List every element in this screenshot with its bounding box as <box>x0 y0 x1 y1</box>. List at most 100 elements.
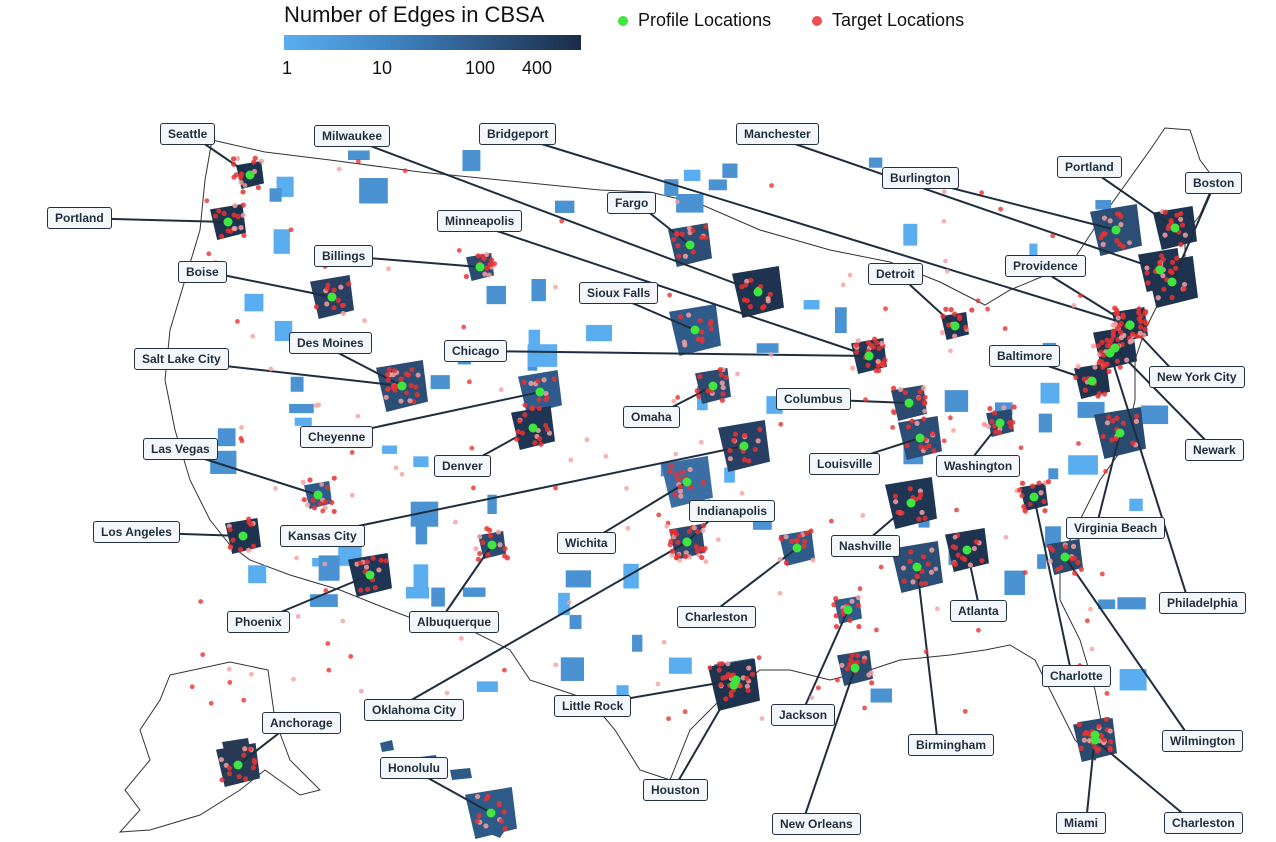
target-point <box>383 558 389 564</box>
target-point <box>752 446 758 453</box>
target-point <box>240 202 246 208</box>
target-point <box>850 365 856 371</box>
target-point <box>953 545 959 551</box>
target-point <box>677 488 684 494</box>
legend-profile-item: Profile Locations <box>618 10 771 31</box>
target-point <box>682 253 689 259</box>
target-point <box>218 233 225 239</box>
target-point <box>907 558 913 565</box>
profile-point <box>1125 320 1135 330</box>
target-point <box>1178 216 1184 222</box>
target-point <box>746 665 752 671</box>
target-point <box>992 429 998 435</box>
target-point <box>955 552 961 558</box>
target-point <box>735 371 740 377</box>
target-point <box>987 405 993 412</box>
target-point <box>931 447 937 454</box>
target-point <box>674 231 680 238</box>
profile-point <box>1029 492 1039 502</box>
target-point <box>358 587 364 593</box>
city-label: Salt Lake City <box>134 348 229 370</box>
target-point <box>251 159 257 165</box>
county-fill <box>413 456 429 468</box>
target-point <box>719 380 725 386</box>
target-point <box>227 680 233 685</box>
target-point <box>403 371 410 377</box>
target-point <box>235 319 240 324</box>
county-fill <box>318 555 340 581</box>
target-point <box>1045 479 1052 485</box>
target-point <box>1179 222 1186 228</box>
target-point <box>291 676 296 682</box>
target-point <box>718 372 724 378</box>
profile-point <box>238 531 248 541</box>
target-point <box>909 418 915 424</box>
target-point <box>797 533 803 539</box>
target-point <box>372 585 378 591</box>
target-point <box>901 578 907 584</box>
target-point <box>258 158 265 164</box>
target-point <box>469 445 475 451</box>
target-point <box>695 336 701 342</box>
target-point <box>1088 606 1093 612</box>
target-point <box>1072 570 1078 576</box>
callout-line <box>508 133 1131 326</box>
target-point <box>979 190 985 196</box>
target-point <box>756 655 762 661</box>
county-fill <box>1004 570 1025 596</box>
target-point <box>694 548 701 554</box>
target-point <box>939 329 946 336</box>
target-point <box>1099 571 1105 577</box>
target-point <box>1101 737 1107 743</box>
target-point <box>1145 280 1151 286</box>
target-point <box>543 422 549 429</box>
target-point <box>1120 314 1126 320</box>
target-point <box>414 392 420 398</box>
target-point <box>1081 737 1087 743</box>
target-point <box>398 376 404 382</box>
county-fill <box>1048 468 1059 480</box>
target-point <box>679 231 685 237</box>
target-point <box>1160 273 1166 279</box>
profile-point <box>708 381 718 391</box>
target-point <box>218 756 224 763</box>
target-point <box>767 291 773 297</box>
target-point <box>905 424 912 430</box>
target-point <box>477 534 483 540</box>
target-point <box>295 614 301 619</box>
target-point <box>1124 357 1130 363</box>
county-fill <box>724 467 735 483</box>
target-point <box>335 297 341 303</box>
target-point <box>239 171 245 177</box>
target-point <box>1181 286 1187 292</box>
profile-points <box>223 170 1180 818</box>
target-point <box>954 507 959 513</box>
target-point <box>985 306 991 312</box>
target-point <box>1107 728 1113 734</box>
target-point <box>849 598 855 604</box>
target-point <box>250 543 257 549</box>
target-point <box>1133 413 1140 419</box>
county-fill <box>586 324 613 342</box>
target-point <box>301 497 307 503</box>
target-point <box>944 268 950 274</box>
county-fill <box>273 229 290 254</box>
profile-point <box>739 441 749 451</box>
target-point <box>757 426 763 432</box>
target-point <box>340 310 346 317</box>
legend-profile-label: Profile Locations <box>638 10 772 30</box>
target-point <box>532 440 538 446</box>
target-point <box>390 384 396 391</box>
county-fill <box>1068 455 1098 475</box>
target-point <box>559 218 565 224</box>
target-point <box>840 282 846 288</box>
target-point <box>707 665 713 671</box>
profile-point <box>685 240 695 250</box>
target-point <box>1110 322 1116 328</box>
target-point <box>693 543 699 550</box>
county-fill <box>527 344 558 367</box>
target-point <box>538 441 544 447</box>
target-point <box>948 415 953 421</box>
target-point <box>1162 209 1168 215</box>
target-point <box>311 505 318 511</box>
